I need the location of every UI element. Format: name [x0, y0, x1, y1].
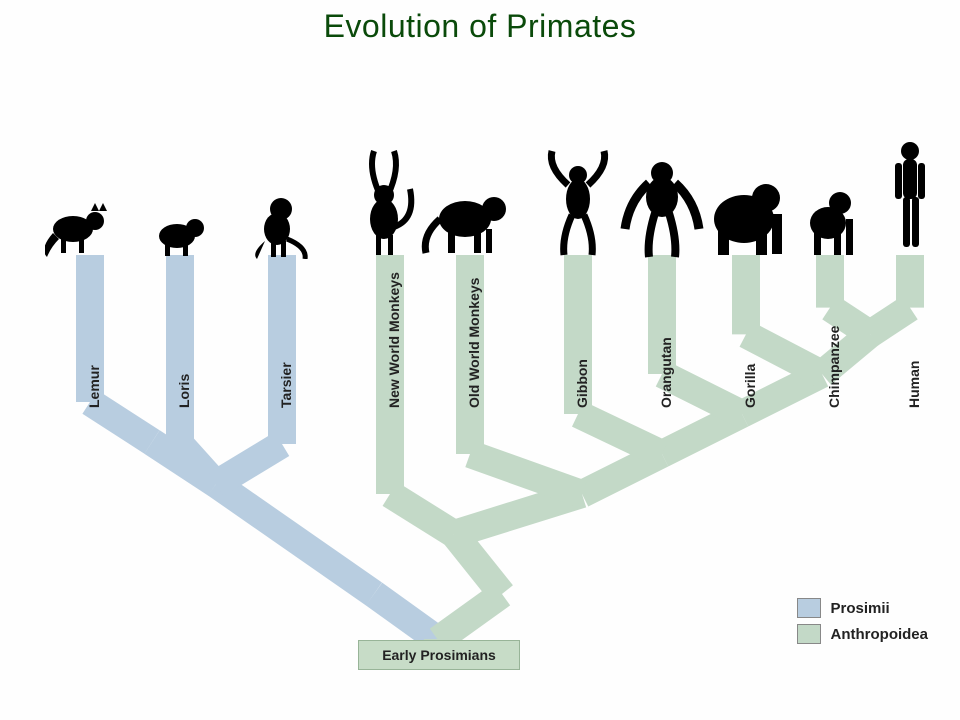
legend-swatch — [797, 598, 821, 618]
silhouette-gorilla — [696, 174, 796, 259]
silhouette-orangutan — [617, 149, 707, 259]
leaf-label-gorilla: Gorilla — [742, 364, 758, 408]
silhouette-lemur — [45, 199, 135, 259]
silhouette-human — [885, 139, 935, 259]
legend: Prosimii Anthropoidea — [797, 592, 929, 650]
silhouette-loris — [145, 204, 215, 259]
leaf-label-lemur: Lemur — [86, 365, 102, 408]
silhouette-tarsier — [247, 189, 317, 259]
leaf-label-human: Human — [906, 361, 922, 408]
legend-label: Prosimii — [831, 600, 890, 617]
silhouette-owm — [420, 179, 520, 259]
legend-swatch — [797, 624, 821, 644]
leaf-label-owm: Old World Monkeys — [466, 278, 482, 408]
legend-item-anthropoidea: Anthropoidea — [797, 624, 929, 644]
silhouette-gibbon — [538, 149, 618, 259]
leaf-label-orangutan: Orangutan — [658, 337, 674, 408]
legend-label: Anthropoidea — [831, 626, 929, 643]
silhouette-chimp — [790, 179, 870, 259]
leaf-label-gibbon: Gibbon — [574, 359, 590, 408]
root-box: Early Prosimians — [358, 640, 520, 670]
root-label: Early Prosimians — [382, 647, 496, 663]
silhouette-nwm — [350, 149, 430, 259]
leaf-label-tarsier: Tarsier — [278, 362, 294, 408]
legend-item-prosimii: Prosimii — [797, 598, 929, 618]
leaf-label-nwm: New World Monkeys — [386, 272, 402, 408]
leaf-label-chimp: Chimpanzee — [826, 326, 842, 408]
leaf-label-loris: Loris — [176, 374, 192, 408]
